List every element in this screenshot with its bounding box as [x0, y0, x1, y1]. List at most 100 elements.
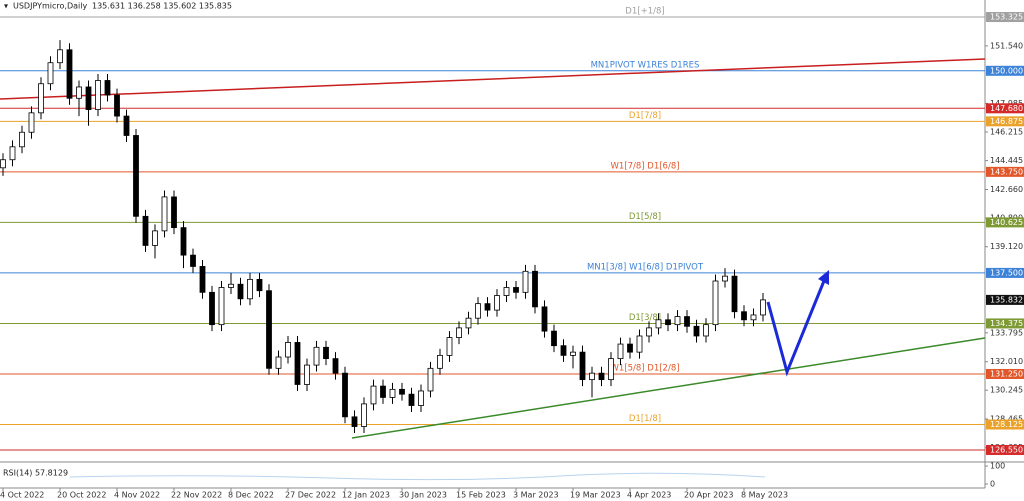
y-tick-label: 133.795	[990, 328, 1023, 337]
x-tick-label: 15 Feb 2023	[456, 491, 506, 500]
candle-body	[608, 358, 614, 381]
candle-body	[722, 275, 728, 282]
level-label: D1[3/8]	[629, 313, 661, 323]
candle-body	[190, 254, 196, 267]
candle-body	[589, 372, 595, 381]
candle-body	[285, 342, 291, 358]
candle-body	[655, 319, 662, 329]
candle-body	[627, 343, 633, 353]
level-price-box	[986, 12, 1024, 23]
candle-body	[446, 337, 453, 356]
candle-body	[152, 230, 158, 246]
candle-body	[741, 311, 747, 321]
level-price-box	[986, 103, 1024, 114]
level-price-box	[986, 166, 1024, 177]
x-tick-label: 20 Oct 2022	[57, 491, 106, 500]
level-label: W1[7/8] D1[6/8]	[610, 161, 679, 171]
y-tick-label: 151.540	[990, 41, 1023, 50]
candle-body	[636, 335, 643, 353]
candle-body	[28, 112, 35, 133]
candle-body	[9, 146, 16, 161]
candle-body	[0, 159, 6, 169]
y-tick-label: 132.010	[990, 357, 1023, 366]
candle-body	[171, 196, 177, 229]
candle-body	[684, 316, 690, 327]
x-tick-label: 4 Apr 2023	[627, 491, 671, 500]
candle-body	[503, 287, 510, 296]
candle-body	[541, 306, 548, 332]
level-price-label: 137.500	[990, 268, 1023, 277]
candle-body	[361, 403, 367, 427]
y-tick-label: 139.120	[990, 242, 1023, 251]
candle-body	[47, 62, 54, 85]
candle-body	[95, 80, 101, 111]
level-price-box	[986, 368, 1024, 379]
level-price-label: 134.375	[990, 319, 1023, 328]
candle-body	[380, 385, 386, 398]
x-tick-label: 4 Oct 2022	[0, 491, 44, 500]
candle-body	[617, 343, 624, 360]
level-price-box	[986, 217, 1024, 228]
resistance-trendline	[0, 58, 986, 100]
level-price-box	[986, 267, 1024, 278]
candle-body	[313, 346, 320, 366]
candle-body	[304, 364, 310, 385]
candle-body	[551, 330, 557, 347]
candle-body	[456, 327, 462, 338]
current-price-label: 135.832	[990, 295, 1023, 304]
rsi-line-decor	[69, 472, 766, 481]
x-tick-label: 3 Mar 2023	[513, 491, 559, 500]
level-label: D1[1/8]	[629, 414, 661, 424]
candle-body	[275, 356, 282, 369]
candle-body	[598, 372, 605, 381]
candle-body	[76, 86, 82, 99]
x-tick-label: 30 Jan 2023	[399, 491, 447, 500]
candle-body	[532, 270, 538, 308]
level-price-label: 146.875	[990, 117, 1023, 126]
candle-body	[494, 295, 500, 311]
candle-body	[332, 358, 339, 374]
candle-body	[38, 83, 44, 114]
candle-body	[133, 135, 139, 217]
candle-body	[570, 351, 576, 356]
candle-body	[209, 291, 215, 326]
level-price-box	[986, 318, 1024, 329]
candle-body	[218, 287, 225, 326]
level-label: MN1[3/8] W1[6/8] D1PIVOT	[587, 262, 704, 272]
candles	[0, 40, 766, 433]
candle-body	[750, 314, 757, 321]
level-price-label: 147.680	[990, 104, 1023, 113]
candle-body	[351, 416, 358, 427]
x-tick-label: 8 Dec 2022	[228, 491, 274, 500]
candle-body	[85, 86, 92, 111]
candle-body	[427, 367, 434, 392]
x-tick-label: 20 Apr 2023	[684, 491, 733, 500]
x-tick-label: 27 Dec 2022	[285, 491, 336, 500]
candle-body	[418, 390, 424, 406]
candle-body	[522, 270, 529, 293]
y-tick-label: 144.445	[990, 156, 1023, 165]
x-tick-label: 4 Nov 2022	[114, 491, 160, 500]
candle-body	[294, 342, 301, 385]
candle-body	[484, 303, 491, 311]
candle-body	[123, 115, 130, 136]
candle-body	[693, 325, 700, 337]
candle-body	[646, 327, 652, 337]
y-tick-label: 128.465	[990, 415, 1023, 424]
level-label: W1[5/8] D1[2/8]	[610, 363, 679, 373]
arrow-head	[818, 270, 829, 285]
candle-body	[665, 319, 671, 326]
candle-body	[57, 49, 63, 64]
level-price-label: 140.625	[990, 218, 1023, 227]
candle-body	[408, 393, 415, 406]
x-tick-label: 22 Nov 2022	[171, 491, 222, 500]
level-price-box	[986, 444, 1024, 455]
level-price-label: 143.750	[990, 167, 1023, 176]
level-price-box	[986, 65, 1024, 76]
candle-body	[465, 317, 472, 329]
level-price-label: 128.125	[990, 420, 1023, 429]
forecast-arrow	[766, 275, 828, 377]
dropdown-arrow[interactable]: ▾	[4, 2, 8, 11]
y-tick-label: 142.660	[990, 185, 1023, 194]
